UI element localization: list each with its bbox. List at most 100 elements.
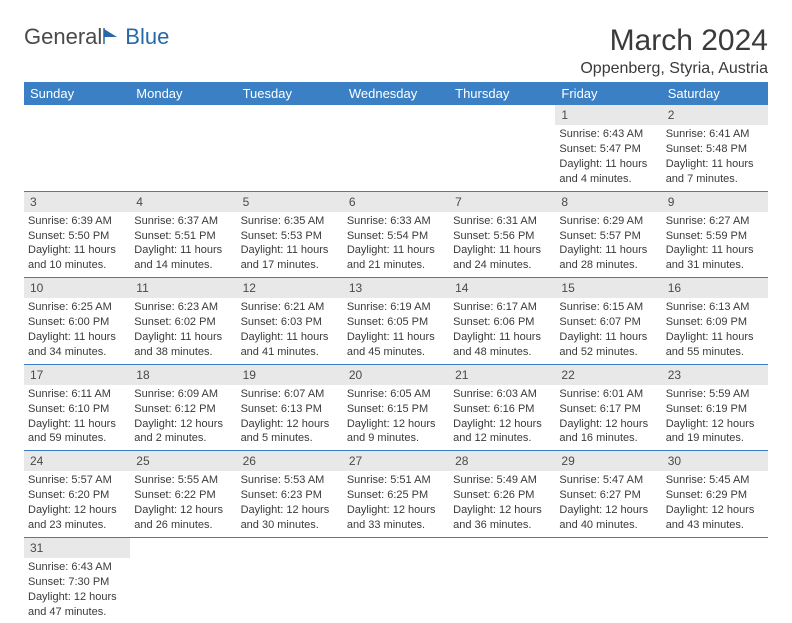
day-line-sr: Sunrise: 5:57 AM	[28, 473, 126, 488]
day-content-cell	[130, 125, 236, 191]
day-content-cell: Sunrise: 6:11 AMSunset: 6:10 PMDaylight:…	[24, 385, 130, 451]
day-line-ss: Sunset: 5:53 PM	[241, 229, 339, 244]
day-number: 27	[349, 454, 362, 468]
day-line-d1: Daylight: 11 hours	[241, 243, 339, 258]
content-row: Sunrise: 6:43 AMSunset: 5:47 PMDaylight:…	[24, 125, 768, 191]
day-line-ss: Sunset: 6:12 PM	[134, 402, 232, 417]
weekday-header: Saturday	[662, 82, 768, 105]
day-line-sr: Sunrise: 6:21 AM	[241, 300, 339, 315]
day-line-ss: Sunset: 6:10 PM	[28, 402, 126, 417]
day-content-cell	[449, 125, 555, 191]
day-content-cell: Sunrise: 6:17 AMSunset: 6:06 PMDaylight:…	[449, 298, 555, 364]
day-line-ss: Sunset: 6:19 PM	[666, 402, 764, 417]
day-number-cell	[237, 105, 343, 125]
day-line-d2: and 10 minutes.	[28, 258, 126, 273]
day-line-sr: Sunrise: 6:29 AM	[559, 214, 657, 229]
content-row: Sunrise: 5:57 AMSunset: 6:20 PMDaylight:…	[24, 471, 768, 537]
day-content-cell: Sunrise: 6:29 AMSunset: 5:57 PMDaylight:…	[555, 212, 661, 278]
day-line-d1: Daylight: 11 hours	[666, 330, 764, 345]
day-content-cell: Sunrise: 6:23 AMSunset: 6:02 PMDaylight:…	[130, 298, 236, 364]
logo-text-2: Blue	[125, 24, 169, 50]
daynum-row: 12	[24, 105, 768, 125]
day-line-sr: Sunrise: 6:41 AM	[666, 127, 764, 142]
day-number: 30	[668, 454, 681, 468]
day-number-cell: 26	[237, 451, 343, 472]
day-number: 28	[455, 454, 468, 468]
day-line-sr: Sunrise: 6:27 AM	[666, 214, 764, 229]
day-content-cell: Sunrise: 6:21 AMSunset: 6:03 PMDaylight:…	[237, 298, 343, 364]
day-number-cell: 20	[343, 364, 449, 385]
day-content-cell: Sunrise: 6:07 AMSunset: 6:13 PMDaylight:…	[237, 385, 343, 451]
day-line-d1: Daylight: 12 hours	[666, 503, 764, 518]
day-number: 31	[30, 541, 43, 555]
day-line-sr: Sunrise: 6:01 AM	[559, 387, 657, 402]
day-number-cell	[24, 105, 130, 125]
day-line-sr: Sunrise: 6:43 AM	[559, 127, 657, 142]
day-line-sr: Sunrise: 5:53 AM	[241, 473, 339, 488]
day-number-cell: 31	[24, 537, 130, 558]
day-content-cell: Sunrise: 5:59 AMSunset: 6:19 PMDaylight:…	[662, 385, 768, 451]
day-line-sr: Sunrise: 5:45 AM	[666, 473, 764, 488]
day-line-ss: Sunset: 6:23 PM	[241, 488, 339, 503]
day-line-d1: Daylight: 11 hours	[28, 417, 126, 432]
day-number-cell: 13	[343, 278, 449, 299]
content-row: Sunrise: 6:11 AMSunset: 6:10 PMDaylight:…	[24, 385, 768, 451]
day-number-cell: 28	[449, 451, 555, 472]
day-number: 7	[455, 195, 462, 209]
day-number-cell	[130, 105, 236, 125]
daynum-row: 31	[24, 537, 768, 558]
day-line-d1: Daylight: 12 hours	[453, 417, 551, 432]
day-line-d2: and 12 minutes.	[453, 431, 551, 446]
day-line-ss: Sunset: 6:05 PM	[347, 315, 445, 330]
day-number: 6	[349, 195, 356, 209]
day-line-d1: Daylight: 11 hours	[28, 243, 126, 258]
day-line-ss: Sunset: 6:13 PM	[241, 402, 339, 417]
day-line-sr: Sunrise: 6:17 AM	[453, 300, 551, 315]
day-content-cell	[343, 558, 449, 623]
day-line-d1: Daylight: 12 hours	[559, 503, 657, 518]
day-number: 9	[668, 195, 675, 209]
day-line-ss: Sunset: 6:29 PM	[666, 488, 764, 503]
day-line-d1: Daylight: 12 hours	[241, 417, 339, 432]
day-content-cell: Sunrise: 6:31 AMSunset: 5:56 PMDaylight:…	[449, 212, 555, 278]
day-line-d2: and 38 minutes.	[134, 345, 232, 360]
day-content-cell: Sunrise: 5:55 AMSunset: 6:22 PMDaylight:…	[130, 471, 236, 537]
day-line-ss: Sunset: 6:00 PM	[28, 315, 126, 330]
day-number: 2	[668, 108, 675, 122]
day-line-d2: and 14 minutes.	[134, 258, 232, 273]
day-number: 8	[561, 195, 568, 209]
day-line-sr: Sunrise: 6:09 AM	[134, 387, 232, 402]
day-content-cell: Sunrise: 5:53 AMSunset: 6:23 PMDaylight:…	[237, 471, 343, 537]
day-line-d1: Daylight: 11 hours	[559, 330, 657, 345]
day-number: 13	[349, 281, 362, 295]
day-number-cell	[662, 537, 768, 558]
day-line-d2: and 48 minutes.	[453, 345, 551, 360]
day-number-cell: 8	[555, 191, 661, 212]
day-number: 29	[561, 454, 574, 468]
day-line-sr: Sunrise: 6:05 AM	[347, 387, 445, 402]
day-line-d2: and 26 minutes.	[134, 518, 232, 533]
day-content-cell: Sunrise: 5:45 AMSunset: 6:29 PMDaylight:…	[662, 471, 768, 537]
day-number: 25	[136, 454, 149, 468]
day-number-cell: 18	[130, 364, 236, 385]
day-number-cell: 9	[662, 191, 768, 212]
day-line-d1: Daylight: 11 hours	[453, 330, 551, 345]
day-number-cell: 16	[662, 278, 768, 299]
day-line-ss: Sunset: 6:20 PM	[28, 488, 126, 503]
day-line-ss: Sunset: 5:48 PM	[666, 142, 764, 157]
day-number: 24	[30, 454, 43, 468]
day-number-cell: 14	[449, 278, 555, 299]
day-line-d2: and 36 minutes.	[453, 518, 551, 533]
weekday-header: Monday	[130, 82, 236, 105]
day-line-ss: Sunset: 6:27 PM	[559, 488, 657, 503]
day-number-cell: 6	[343, 191, 449, 212]
day-line-d1: Daylight: 12 hours	[28, 503, 126, 518]
day-line-d1: Daylight: 12 hours	[347, 417, 445, 432]
day-number: 5	[243, 195, 250, 209]
day-line-sr: Sunrise: 6:13 AM	[666, 300, 764, 315]
day-line-d2: and 55 minutes.	[666, 345, 764, 360]
day-number: 1	[561, 108, 568, 122]
day-content-cell: Sunrise: 6:13 AMSunset: 6:09 PMDaylight:…	[662, 298, 768, 364]
day-line-sr: Sunrise: 6:31 AM	[453, 214, 551, 229]
day-number-cell: 19	[237, 364, 343, 385]
